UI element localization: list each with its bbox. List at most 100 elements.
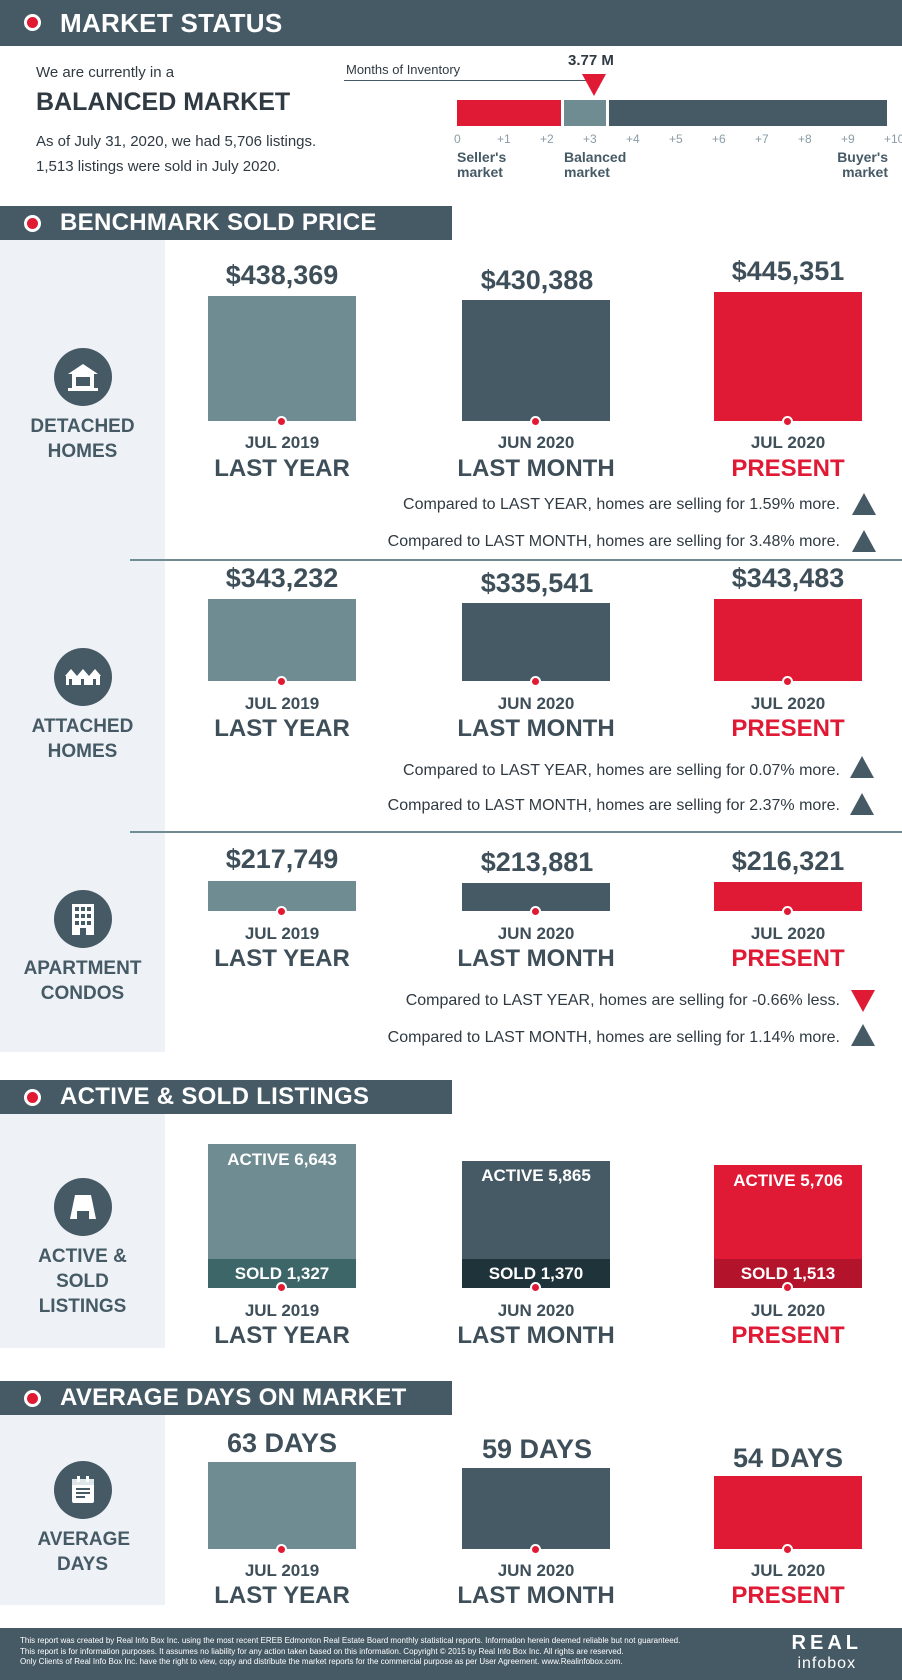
apartment-label: APARTMENT CONDOS — [23, 958, 142, 1004]
marker-dot — [530, 1544, 541, 1555]
up-arrow-icon — [850, 756, 874, 778]
listings-header: ACTIVE & SOLD LISTINGS — [0, 1080, 452, 1114]
scale-tick: +6 — [712, 132, 726, 146]
price-value: $216,321 — [731, 846, 845, 876]
period-month: JUN 2020 — [497, 1561, 575, 1580]
active-count: ACTIVE 5,706 — [733, 1171, 843, 1190]
period-label: LAST MONTH — [457, 1322, 615, 1349]
price-bar — [714, 882, 862, 917]
price-bar — [462, 883, 610, 917]
period-label: PRESENT — [731, 945, 845, 972]
up-arrow-icon — [851, 1024, 875, 1046]
balanced-segment — [564, 100, 606, 126]
period-month: JUL 2019 — [244, 694, 320, 713]
detached-label: DETACHED HOMES — [30, 416, 135, 462]
period-month: JUL 2020 — [750, 433, 826, 452]
period-month: JUN 2020 — [497, 924, 575, 943]
price-bar — [208, 881, 356, 917]
period-month: JUL 2019 — [244, 924, 320, 943]
marker-dot — [530, 906, 541, 917]
moi-underline — [344, 80, 589, 81]
compare-month-text: Compared to LAST MONTH, homes are sellin… — [387, 1029, 840, 1046]
days-bar — [714, 1476, 862, 1555]
listings-line: As of July 31, 2020, we had 5,706 listin… — [36, 133, 317, 150]
days-bar — [208, 1462, 356, 1555]
scale-tick: +1 — [497, 132, 511, 146]
period-month: JUL 2020 — [750, 1301, 826, 1320]
period-month: JUL 2019 — [244, 1301, 320, 1320]
footer: This report was created by Real Info Box… — [0, 1628, 902, 1680]
sold-bar: SOLD 1,327 — [208, 1259, 356, 1288]
scale-tick: +5 — [669, 132, 683, 146]
buyers-label: Buyer's market — [837, 149, 888, 180]
price-bar — [714, 292, 862, 427]
period-label: LAST YEAR — [214, 945, 350, 972]
compare-year-text: Compared to LAST YEAR, homes are selling… — [403, 762, 840, 779]
period-month: JUN 2020 — [497, 433, 575, 452]
active-count: ACTIVE 6,643 — [227, 1150, 337, 1169]
sold-bar: SOLD 1,370 — [462, 1259, 610, 1288]
compare-year-text: Compared to LAST YEAR, homes are selling… — [403, 496, 840, 513]
moi-value: 3.77 M — [568, 52, 614, 69]
up-arrow-icon — [852, 530, 876, 552]
marker-dot — [276, 906, 287, 917]
moi-label: Months of Inventory — [346, 62, 461, 77]
price-bar — [462, 300, 610, 427]
period-label: LAST YEAR — [214, 1582, 350, 1609]
period-month: JUL 2020 — [750, 924, 826, 943]
marker-dot — [530, 416, 541, 427]
price-bar — [208, 296, 356, 427]
marker-dot — [782, 676, 793, 687]
marker-dot — [276, 676, 287, 687]
scale-tick: +3 — [583, 132, 597, 146]
scale-tick: +10 — [884, 132, 902, 146]
period-label: LAST MONTH — [457, 715, 615, 742]
period-month: JUN 2020 — [497, 1301, 575, 1320]
price-value: $430,388 — [480, 265, 594, 295]
up-arrow-icon — [852, 493, 876, 515]
disclaimer-line: This report was created by Real Info Box… — [20, 1636, 681, 1645]
listings-label: ACTIVE & SOLD LISTINGS — [38, 1246, 127, 1317]
days-header: AVERAGE DAYS ON MARKET — [0, 1381, 452, 1415]
listings-category: ACTIVE & SOLD LISTINGS — [0, 1178, 165, 1319]
scale-tick: +7 — [755, 132, 769, 146]
scale-tick: +8 — [798, 132, 812, 146]
marker-dot — [782, 416, 793, 427]
marker-dot — [276, 1282, 287, 1293]
period-month: JUL 2019 — [244, 433, 320, 452]
price-value: $217,749 — [225, 844, 339, 874]
bullet-icon — [24, 1390, 41, 1407]
detached-category: DETACHED HOMES — [0, 348, 165, 464]
buyers-segment — [609, 100, 887, 126]
active-count: ACTIVE 5,865 — [481, 1166, 591, 1185]
compare-year-text: Compared to LAST YEAR, homes are selling… — [405, 992, 840, 1009]
days-value: 59 DAYS — [481, 1434, 593, 1464]
scale-tick: 0 — [454, 132, 461, 146]
balanced-label: Balanced market — [564, 149, 627, 180]
price-value: $213,881 — [480, 847, 594, 877]
apartment-category: APARTMENT CONDOS — [0, 890, 165, 1006]
calendar-icon — [53, 1461, 112, 1519]
disclaimer-line: This report is for information purposes.… — [20, 1646, 624, 1656]
bullet-icon — [24, 1089, 41, 1106]
marker-dot — [782, 906, 793, 917]
price-value: $445,351 — [731, 256, 845, 286]
scale-tick: +4 — [626, 132, 640, 146]
days-value: 54 DAYS — [732, 1443, 844, 1473]
disclaimer: This report was created by Real Info Box… — [20, 1636, 790, 1668]
divider — [130, 559, 902, 561]
period-label: LAST MONTH — [457, 1582, 615, 1609]
period-label: LAST YEAR — [214, 1322, 350, 1349]
price-bar — [462, 603, 610, 687]
price-bar — [714, 599, 862, 687]
disclaimer-line: Only Clients of Real Info Box Inc. have … — [20, 1657, 623, 1666]
up-arrow-icon — [850, 793, 874, 815]
intro-text: We are currently in a — [36, 64, 175, 81]
marker-dot — [276, 1544, 287, 1555]
down-arrow-icon — [851, 990, 875, 1012]
logo-top: REAL — [791, 1632, 862, 1654]
period-label: LAST YEAR — [214, 715, 350, 742]
days-bar — [462, 1468, 610, 1555]
logo: REAL infobox — [792, 1632, 862, 1674]
period-month: JUN 2020 — [497, 694, 575, 713]
